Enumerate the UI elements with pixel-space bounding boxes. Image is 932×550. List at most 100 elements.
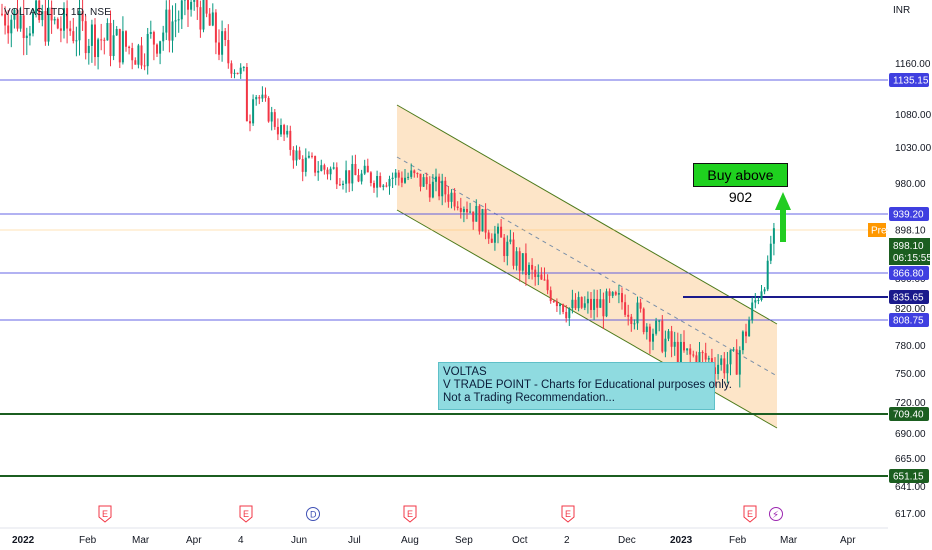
candle-body bbox=[376, 176, 379, 188]
candle-body bbox=[453, 192, 456, 207]
earnings-marker[interactable]: E bbox=[98, 505, 112, 523]
candle-body bbox=[444, 180, 447, 195]
time-tick-label: Jul bbox=[348, 535, 361, 546]
candle-body bbox=[493, 233, 496, 243]
candle-body bbox=[683, 341, 685, 351]
level-tag-0 bbox=[889, 73, 929, 87]
candle-body bbox=[41, 11, 44, 21]
candle-body bbox=[664, 338, 667, 352]
candle-body bbox=[459, 207, 462, 212]
price-tick-label: 780.00 bbox=[895, 341, 926, 352]
candle-body bbox=[143, 65, 146, 67]
candle-body bbox=[766, 260, 769, 290]
earnings-marker[interactable]: E bbox=[239, 505, 253, 523]
educational-note: VOLTAS V TRADE POINT - Charts for Educat… bbox=[438, 362, 732, 410]
candle-body bbox=[307, 155, 310, 158]
candle-body bbox=[292, 149, 295, 161]
candle-body bbox=[168, 9, 171, 41]
candle-body bbox=[611, 292, 614, 296]
candle-body bbox=[531, 264, 534, 270]
candle-body bbox=[568, 308, 571, 319]
price-tick-label: 980.00 bbox=[895, 179, 926, 190]
candle-body bbox=[329, 168, 332, 175]
candle-body bbox=[438, 176, 441, 197]
candle-body bbox=[174, 20, 177, 22]
candle-body bbox=[276, 126, 279, 135]
note-line-3: Not a Trading Recommendation... bbox=[443, 392, 615, 404]
level-tag-text: 651.15 bbox=[893, 472, 924, 483]
level-tag-text: 835.65 bbox=[893, 293, 924, 304]
time-axis[interactable]: 2022 Feb Mar Apr 4 Jun Jul Aug Sep Oct 2 Dec 2023 Feb… bbox=[0, 527, 888, 546]
candle-body bbox=[255, 97, 258, 100]
candle-body bbox=[518, 251, 521, 271]
candle-body bbox=[562, 304, 565, 312]
dividend-marker[interactable]: D bbox=[306, 507, 320, 521]
arrow-shape bbox=[775, 192, 791, 242]
level-tag-4 bbox=[889, 313, 929, 327]
price-tick-label: 665.00 bbox=[895, 454, 926, 465]
earnings-bolt-icon[interactable]: ⚡ bbox=[769, 507, 783, 522]
candle-body bbox=[264, 94, 267, 99]
candle-body bbox=[323, 165, 326, 170]
candle-body bbox=[447, 194, 450, 202]
candle-body bbox=[286, 130, 289, 135]
candle-body bbox=[388, 178, 391, 187]
candle-body bbox=[165, 9, 168, 33]
candle-body bbox=[63, 8, 65, 31]
candlesticks bbox=[1, 0, 775, 388]
candle-body bbox=[208, 13, 211, 26]
candle-body bbox=[537, 274, 540, 278]
candle-body bbox=[53, 18, 56, 21]
candle-body bbox=[19, 15, 22, 29]
candle-body bbox=[118, 29, 121, 63]
candle-body bbox=[580, 297, 583, 308]
candle-body bbox=[475, 206, 478, 222]
candle-body bbox=[748, 320, 751, 337]
candle-body bbox=[162, 32, 165, 42]
candle-body bbox=[667, 331, 670, 339]
candle-body bbox=[360, 173, 363, 182]
candle-body bbox=[605, 291, 608, 317]
candle-body bbox=[267, 98, 270, 122]
candle-body bbox=[236, 72, 239, 74]
candle-body bbox=[503, 237, 506, 257]
level-tag-1 bbox=[889, 207, 929, 221]
candle-body bbox=[94, 24, 96, 58]
price-tick-label: 1160.00 bbox=[895, 59, 931, 70]
pre-tag-label: Pre bbox=[871, 226, 887, 237]
candle-body bbox=[332, 167, 335, 169]
earnings-marker[interactable]: E bbox=[561, 505, 575, 523]
candle-body bbox=[608, 291, 611, 296]
pre-tag-value: 898.10 bbox=[895, 226, 926, 237]
candle-body bbox=[137, 45, 140, 65]
candle-body bbox=[190, 1, 193, 10]
candle-body bbox=[16, 9, 19, 29]
level-tag-6 bbox=[889, 469, 929, 483]
candle-body bbox=[121, 31, 124, 63]
candle-body bbox=[338, 184, 341, 186]
candle-body bbox=[515, 251, 518, 266]
candle-body bbox=[686, 348, 689, 351]
candle-body bbox=[490, 238, 493, 243]
earnings-marker[interactable]: E bbox=[743, 505, 757, 523]
price-tick-label: 641.00 bbox=[895, 482, 926, 493]
candle-body bbox=[745, 331, 747, 337]
time-tick-label: Mar bbox=[132, 535, 150, 546]
candle-body bbox=[484, 209, 487, 233]
candle-body bbox=[128, 46, 131, 49]
currency-label: INR bbox=[893, 5, 911, 16]
candle-body bbox=[416, 173, 419, 175]
candle-body bbox=[44, 11, 47, 42]
candle-body bbox=[593, 298, 596, 310]
earnings-marker[interactable]: E bbox=[403, 505, 417, 523]
candle-body bbox=[72, 31, 75, 42]
candle-body bbox=[425, 177, 428, 185]
marker-shape bbox=[239, 505, 253, 523]
price-axis[interactable]: 1160.001080.001030.00980.00860.00820.007… bbox=[895, 59, 932, 520]
candle-body bbox=[177, 19, 180, 21]
candle-body bbox=[342, 183, 344, 186]
event-markers[interactable]: E E D E E E ⚡ bbox=[98, 505, 783, 523]
candle-body bbox=[692, 354, 695, 356]
candle-body bbox=[382, 185, 385, 187]
